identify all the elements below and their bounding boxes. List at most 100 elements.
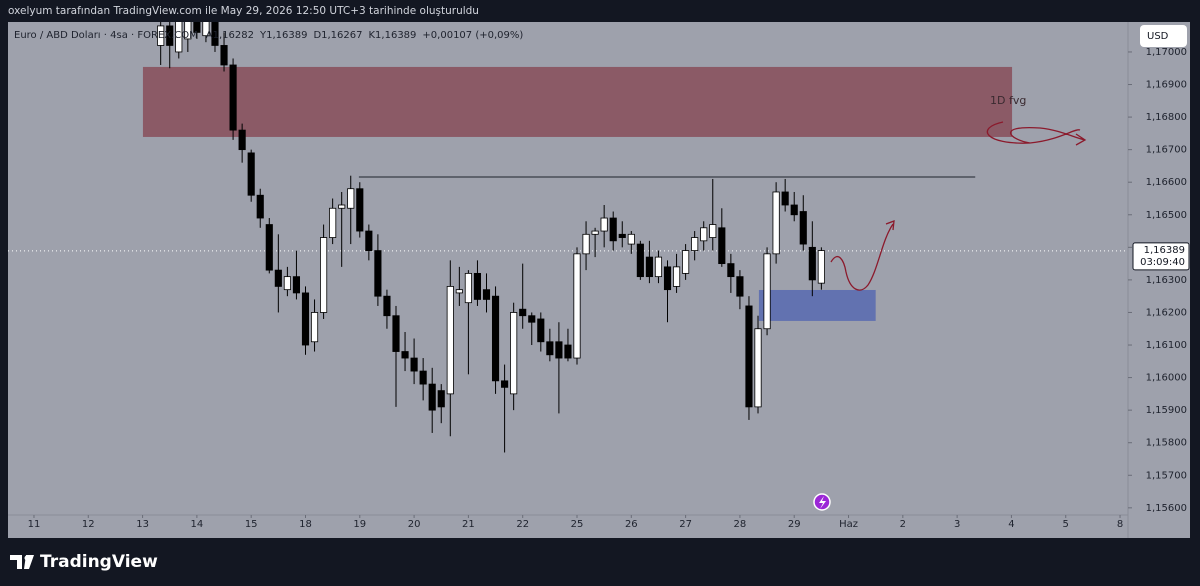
- candle-body: [329, 207, 337, 238]
- candle-body: [727, 263, 735, 278]
- annotation: 1D fvg: [990, 94, 1026, 107]
- ohlc-value: Y1,16389: [259, 30, 307, 41]
- symbol: Euro / ABD Doları · 4sa · FOREX.COM: [14, 30, 198, 41]
- y-tick-label: 1,16500: [1146, 210, 1187, 221]
- last-price-label: 1,16389: [1144, 245, 1185, 256]
- candle-body: [265, 224, 273, 271]
- candle-body: [763, 253, 771, 330]
- candle-body: [618, 233, 626, 238]
- candle-body: [175, 22, 183, 53]
- x-tick-label: 27: [679, 519, 692, 530]
- event-icon-bolt: [819, 496, 826, 509]
- x-tick-label: 25: [571, 519, 584, 530]
- logo-dot: [24, 555, 30, 561]
- candle-body: [528, 315, 536, 323]
- candle-body: [718, 227, 726, 265]
- candle-body: [410, 357, 418, 372]
- candle-body: [464, 272, 472, 304]
- x-tick-label: 5: [1063, 519, 1069, 530]
- x-tick-label: 3: [954, 519, 960, 530]
- candle-body: [663, 266, 672, 291]
- candle-body: [691, 237, 699, 251]
- candle-body: [446, 286, 454, 395]
- y-tick-label: 1,16800: [1146, 112, 1187, 123]
- candle-body: [817, 250, 825, 284]
- demand-zone: [758, 289, 876, 321]
- candle-body: [437, 390, 445, 408]
- candle-body: [211, 22, 219, 46]
- x-tick-label: 22: [516, 519, 529, 530]
- candle-body: [600, 217, 608, 232]
- y-tick-label: 1,16600: [1146, 177, 1187, 188]
- y-tick-label: 1,16200: [1146, 307, 1187, 318]
- candle-body: [519, 308, 527, 317]
- candle-body: [790, 204, 798, 216]
- candle-body: [338, 204, 346, 209]
- plot: [8, 22, 1128, 453]
- x-tick-label: 4: [1008, 519, 1014, 530]
- x-tick-label: 2: [900, 519, 906, 530]
- candle-body: [401, 351, 409, 359]
- candle-body: [654, 256, 663, 278]
- sketch-arrow: [830, 220, 895, 291]
- x-tick-label: 28: [734, 519, 747, 530]
- header: oxelyum tarafından TradingView.com ile M…: [8, 5, 479, 17]
- y-tick-label: 1,16000: [1146, 373, 1187, 384]
- brand: TradingView: [40, 552, 158, 572]
- ohlc-value: A1,16282: [206, 30, 254, 41]
- sketch-arrow: [986, 121, 1087, 146]
- currency-button[interactable]: [1140, 25, 1187, 47]
- ohlc-value: K1,16389: [369, 30, 417, 41]
- x-tick-label: 12: [82, 519, 95, 530]
- candle-body: [754, 328, 762, 408]
- x-tick-label: 8: [1117, 519, 1123, 530]
- candle-body: [455, 289, 463, 294]
- x-tick-label: 20: [408, 519, 421, 530]
- candle-body: [573, 253, 581, 359]
- candle-body: [491, 295, 500, 382]
- y-tick-label: 1,15700: [1146, 470, 1187, 481]
- candle-body: [428, 383, 436, 411]
- candle-body: [347, 188, 355, 209]
- candle-body: [193, 22, 201, 33]
- candle-body: [709, 224, 717, 238]
- candle-body: [700, 227, 708, 242]
- candle-body: [292, 276, 301, 294]
- candle-body: [682, 250, 690, 274]
- currency[interactable]: USD: [1147, 31, 1169, 42]
- candle-body: [645, 256, 653, 278]
- candle-body: [383, 295, 391, 317]
- countdown: 03:09:40: [1140, 257, 1185, 268]
- legend: Euro / ABD Doları · 4sa · FOREX.COM A1,1…: [14, 30, 523, 41]
- logo: TradingView: [10, 552, 158, 572]
- x-tick-label: 26: [625, 519, 638, 530]
- ohlc-value: D1,16267: [313, 30, 362, 41]
- candle-body: [537, 318, 545, 343]
- x-tick-label: 29: [788, 519, 801, 530]
- candle-body: [555, 341, 563, 359]
- candle-body: [745, 305, 753, 408]
- candle-body: [582, 233, 590, 255]
- last-price-box: [1132, 242, 1190, 271]
- candle-body: [256, 194, 264, 219]
- x-tick-label: 18: [299, 519, 312, 530]
- candle-body: [310, 312, 319, 343]
- y-tick-label: 1,16100: [1146, 340, 1187, 351]
- candle-body: [501, 380, 509, 388]
- candle-body: [274, 269, 282, 287]
- y-tick-label: 1,16900: [1146, 80, 1187, 91]
- x-tick-label: 19: [353, 519, 366, 530]
- candle-body: [591, 230, 599, 235]
- candle-body: [166, 25, 174, 46]
- x-tick-label: 14: [191, 519, 204, 530]
- y-tick-label: 1,16700: [1146, 145, 1187, 156]
- candle-body: [736, 276, 744, 297]
- candle-body: [320, 237, 328, 313]
- fvg-zone: [142, 66, 1013, 137]
- x-tick-label: 13: [136, 519, 149, 530]
- candle-body: [220, 45, 228, 66]
- candle-body: [473, 272, 482, 300]
- candle-body: [365, 230, 373, 251]
- x-tick-label: 11: [28, 519, 41, 530]
- candle-body: [392, 315, 400, 352]
